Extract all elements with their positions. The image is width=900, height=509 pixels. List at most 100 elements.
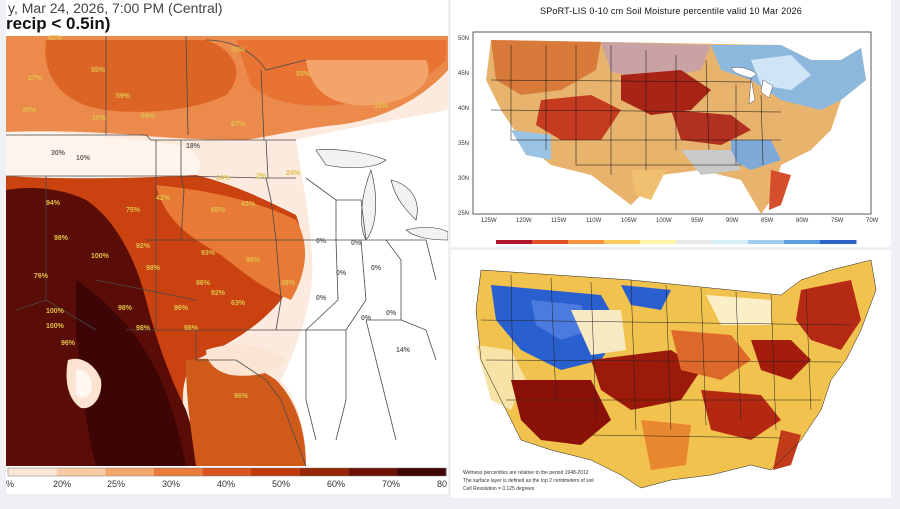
colorbar-swatch bbox=[784, 240, 821, 244]
longitude-label: 110W bbox=[586, 218, 602, 224]
state-borders bbox=[6, 36, 437, 466]
wetness-map-fill bbox=[476, 260, 876, 488]
point-label: 2% bbox=[256, 173, 267, 180]
point-label: 65% bbox=[211, 207, 226, 214]
point-label: 27% bbox=[28, 75, 43, 82]
point-label: 43% bbox=[241, 201, 256, 208]
colorbar-swatch bbox=[568, 240, 605, 244]
left-map-fill bbox=[6, 36, 448, 466]
colorbar-tick-label: 50% bbox=[271, 479, 291, 489]
colorbar-tick-label: 20% bbox=[52, 479, 72, 489]
point-label: 33% bbox=[374, 103, 389, 110]
soil-moisture-map-title: SPoRT-LIS 0-10 cm Soil Moisture percenti… bbox=[540, 6, 802, 16]
wetness-map-borders bbox=[475, 259, 877, 489]
colorbar-swatch bbox=[748, 240, 785, 244]
colorbar-tick-label: 80 bbox=[436, 479, 448, 489]
point-label: 55% bbox=[91, 67, 106, 74]
point-label: 0% bbox=[336, 270, 347, 277]
wetness-map-canvas bbox=[475, 259, 877, 489]
left-map-point-labels: 45% 55% 27% 55% 59% 30% 10% 69% 67% 55% 33% 30% 10% 1… bbox=[22, 35, 411, 400]
colorbar-swatch bbox=[712, 240, 749, 244]
point-label: 0% bbox=[316, 238, 327, 245]
left-map-title: recip < 0.5in) bbox=[6, 14, 111, 33]
colorbar-swatch bbox=[56, 468, 106, 476]
point-label: 0% bbox=[386, 310, 397, 317]
longitude-label: 90W bbox=[726, 218, 739, 224]
longitude-label: 105W bbox=[621, 218, 637, 224]
colorbar-tick-label: % bbox=[6, 479, 15, 489]
colorbar-tick-label: 25% bbox=[106, 479, 126, 489]
point-label: 39% bbox=[281, 280, 296, 287]
colorbar-swatch bbox=[202, 468, 252, 476]
colorbar-swatch bbox=[105, 468, 155, 476]
point-label: 69% bbox=[141, 113, 156, 120]
point-label: 67% bbox=[231, 121, 246, 128]
soil-moisture-map-panel: SPoRT-LIS 0-10 cm Soil Moisture percenti… bbox=[451, 0, 891, 247]
longitude-label: 85W bbox=[761, 218, 774, 224]
point-label: 98% bbox=[54, 235, 69, 242]
point-label: 100% bbox=[46, 323, 65, 330]
point-label: 100% bbox=[46, 308, 65, 315]
point-label: 55% bbox=[296, 71, 311, 78]
colorbar-swatch bbox=[154, 468, 204, 476]
longitude-label: 125W bbox=[481, 218, 497, 224]
footnote-line: Cell Resolution = 0.125 degrees bbox=[463, 486, 535, 492]
colorbar-swatch bbox=[676, 240, 713, 244]
point-label: 98% bbox=[118, 305, 133, 312]
colorbar-swatch bbox=[640, 240, 677, 244]
colorbar-swatch bbox=[251, 468, 301, 476]
colorbar-swatch bbox=[820, 240, 857, 244]
point-label: 100% bbox=[91, 253, 110, 260]
latitude-label: 45N bbox=[458, 71, 469, 77]
point-label: 45% bbox=[48, 35, 63, 42]
longitude-label: 95W bbox=[691, 218, 704, 224]
soil-moisture-state-borders bbox=[490, 45, 782, 175]
point-label: 98% bbox=[146, 265, 161, 272]
colorbar-tick-label: 70% bbox=[381, 479, 401, 489]
point-label: 92% bbox=[136, 243, 151, 250]
latitude-label: 50N bbox=[458, 36, 469, 42]
point-label: 59% bbox=[116, 93, 131, 100]
point-label: 96% bbox=[234, 393, 249, 400]
colorbar-swatch bbox=[604, 240, 641, 244]
longitude-label: 80W bbox=[796, 218, 809, 224]
colorbar-tick-label: 40% bbox=[216, 479, 236, 489]
latitude-label: 30N bbox=[458, 176, 469, 182]
longitude-label: 70W bbox=[866, 218, 879, 224]
point-label: 76% bbox=[34, 273, 49, 280]
colorbar-swatch bbox=[8, 468, 58, 476]
point-label: 98% bbox=[136, 325, 151, 332]
latitude-label: 40N bbox=[458, 106, 469, 112]
point-label: 96% bbox=[61, 340, 76, 347]
point-label: 14% bbox=[396, 347, 411, 354]
point-label: 0% bbox=[371, 265, 382, 272]
latitude-labels: 50N 45N 40N 35N 30N 25N bbox=[458, 36, 469, 217]
colorbar-tick-label: 30% bbox=[161, 479, 181, 489]
point-label: 42% bbox=[156, 195, 171, 202]
point-label: 96% bbox=[246, 257, 261, 264]
footnote-line: Wetness percentiles are relative to the … bbox=[463, 470, 589, 476]
colorbar-swatch bbox=[496, 240, 533, 244]
point-label: 75% bbox=[126, 207, 141, 214]
colorbar-swatch bbox=[532, 240, 569, 244]
longitude-label: 115W bbox=[551, 218, 567, 224]
point-label: 10% bbox=[76, 155, 91, 162]
longitude-label: 120W bbox=[516, 218, 532, 224]
point-label: 0% bbox=[361, 315, 372, 322]
point-label: 98% bbox=[184, 325, 199, 332]
point-label: 14% bbox=[216, 175, 231, 182]
point-label: 30% bbox=[51, 150, 66, 157]
point-label: 96% bbox=[196, 280, 211, 287]
latitude-label: 35N bbox=[458, 141, 469, 147]
point-label: 10% bbox=[92, 115, 107, 122]
point-label: 92% bbox=[211, 290, 226, 297]
point-label: 0% bbox=[351, 240, 362, 247]
wetness-percentile-map-panel: Wetness percentiles are relative to the … bbox=[451, 250, 891, 498]
left-map-panel: 45% 55% 27% 55% 59% 30% 10% 69% 67% 55% 33% 30% 10% 1… bbox=[6, 0, 448, 494]
point-label: 93% bbox=[201, 250, 216, 257]
point-label: 63% bbox=[231, 300, 246, 307]
latitude-label: 25N bbox=[458, 211, 469, 217]
point-label: 0% bbox=[316, 295, 327, 302]
colorbar-swatch bbox=[397, 468, 447, 476]
